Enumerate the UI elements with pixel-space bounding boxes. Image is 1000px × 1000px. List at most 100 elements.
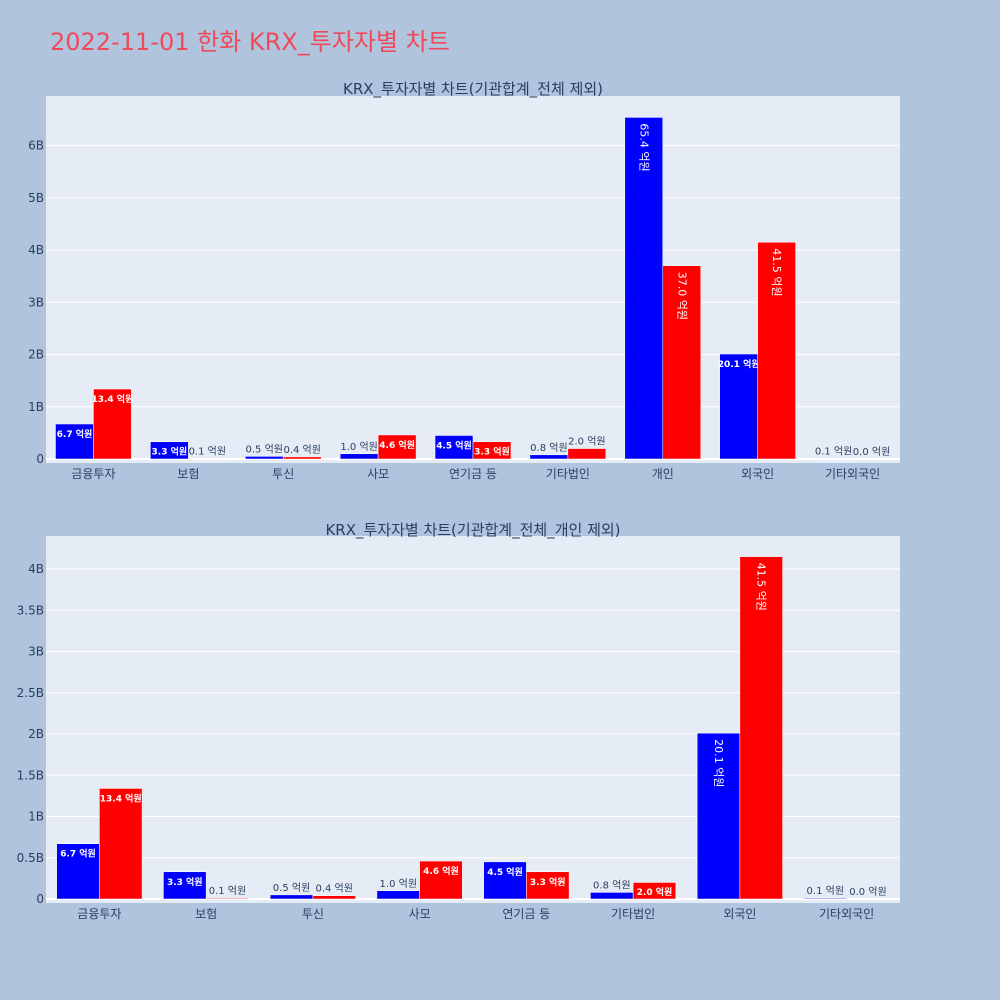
data-label: 0.1 억원	[807, 885, 844, 897]
data-label: 0.0 억원	[849, 886, 886, 898]
data-label: 3.3 억원	[530, 876, 566, 888]
bar	[803, 897, 847, 900]
y-tick-label: 3B	[28, 295, 44, 309]
bar	[483, 861, 527, 900]
data-label: 0.1 억원	[815, 445, 852, 457]
bar	[205, 897, 250, 900]
x-tick-label: 기타법인	[546, 467, 590, 481]
x-tick-label: 보험	[195, 907, 217, 921]
y-tick-label: 3B	[28, 645, 44, 659]
data-label: 0.1 억원	[209, 885, 246, 897]
bar	[696, 732, 741, 900]
x-tick-label: 금융투자	[77, 907, 121, 921]
bar	[719, 353, 758, 460]
page-title: 2022-11-01 한화 KRX_투자자별 차트	[50, 28, 450, 56]
data-label: 13.4 억원	[100, 792, 142, 804]
x-tick-label: 투신	[302, 907, 324, 921]
chart-panel-2: KRX_투자자별 차트(기관합계_전체_개인 제외) 0 0.5B 1B 1.5B 2B 2…	[17, 521, 900, 921]
data-label: 1.0 억원	[340, 441, 377, 453]
data-label: 0.1 억원	[189, 445, 226, 457]
x-tick-label: 기타외국인	[825, 467, 880, 481]
x-tick-label: 금융투자	[71, 467, 115, 481]
data-label: 0.4 억원	[283, 444, 320, 456]
x-tick-label: 연기금 등	[449, 467, 497, 481]
y-tick-label: 2B	[28, 348, 44, 362]
data-label: 0.5 억원	[273, 882, 310, 894]
y-tick-label: 3.5B	[17, 603, 44, 617]
y-tick-label: 0	[36, 452, 44, 466]
data-label: 4.6 억원	[423, 865, 459, 877]
data-label: 6.7 억원	[57, 428, 93, 440]
x-tick-label: 외국인	[723, 907, 756, 921]
x-tick-label: 사모	[367, 467, 389, 481]
bar	[739, 556, 783, 900]
y-tick-label: 1.5B	[17, 768, 44, 782]
data-label: 4.5 억원	[436, 439, 472, 451]
bar	[526, 871, 570, 900]
data-label: 0.4 억원	[315, 883, 352, 895]
data-label: 3.3 억원	[152, 445, 188, 457]
bar	[245, 456, 284, 460]
bar	[529, 454, 569, 460]
bar	[567, 448, 607, 460]
data-label: 13.4 억원	[91, 393, 133, 405]
bar	[377, 434, 417, 460]
bar	[312, 895, 356, 900]
bar	[56, 843, 100, 900]
x-tick-label: 기타법인	[611, 907, 655, 921]
data-label: 0.5 억원	[246, 443, 283, 455]
y-tick-label: 2.5B	[17, 686, 44, 700]
bar	[757, 241, 796, 460]
bar	[590, 892, 634, 900]
x-tick-label: 보험	[177, 467, 199, 481]
bar	[472, 441, 512, 460]
x-tick-label: 기타외국인	[819, 907, 874, 921]
data-label: 0.8 억원	[530, 442, 567, 454]
bar	[282, 456, 322, 460]
bar	[632, 882, 677, 900]
x-tick-label: 사모	[409, 907, 431, 921]
y-tick-label: 1B	[28, 810, 44, 824]
data-label: 37.0 억원	[675, 272, 688, 320]
bar	[814, 458, 853, 460]
data-label: 3.3 억원	[474, 445, 510, 457]
bar	[188, 458, 227, 460]
bar	[376, 890, 420, 900]
data-label: 2.0 억원	[637, 886, 673, 898]
bar	[150, 441, 189, 460]
data-label: 0.0 억원	[853, 446, 890, 458]
y-tick-label: 5B	[28, 191, 44, 205]
data-label: 4.6 억원	[379, 439, 415, 451]
data-label: 4.5 억원	[487, 866, 523, 878]
bar	[93, 388, 132, 460]
bar	[419, 860, 463, 900]
y-tick-label: 2B	[28, 727, 44, 741]
bar	[662, 265, 701, 460]
data-label: 3.3 억원	[167, 876, 203, 888]
bar	[339, 453, 379, 460]
bar	[163, 871, 207, 900]
bar	[99, 788, 143, 900]
bar	[624, 117, 664, 460]
x-tick-label: 외국인	[741, 467, 774, 481]
data-label: 0.8 억원	[593, 879, 630, 891]
y-tick-label: 6B	[28, 139, 44, 153]
y-tick-label: 1B	[28, 400, 44, 414]
data-label: 65.4 억원	[637, 123, 650, 171]
data-label: 41.5 억원	[755, 563, 768, 611]
y-tick-label: 0.5B	[17, 851, 44, 865]
data-label: 6.7 억원	[60, 848, 96, 860]
x-tick-label: 개인	[652, 467, 674, 481]
y-tick-label: 4B	[28, 243, 44, 257]
data-label: 20.1 억원	[712, 739, 725, 787]
chart-panel-1: KRX_투자자별 차트(기관합계_전체 제외) 0 1B 2B 3B 4B 5B 6B 6.7 …	[28, 80, 900, 481]
data-label: 1.0 억원	[380, 878, 417, 890]
y-tick-label: 0	[36, 892, 44, 906]
data-label: 20.1 억원	[718, 358, 760, 370]
x-tick-label: 투신	[272, 467, 294, 481]
chart-title: KRX_투자자별 차트(기관합계_전체 제외)	[343, 80, 603, 99]
data-label: 2.0 억원	[568, 436, 605, 448]
chart-title: KRX_투자자별 차트(기관합계_전체_개인 제외)	[325, 521, 620, 540]
x-tick-label: 연기금 등	[502, 907, 550, 921]
